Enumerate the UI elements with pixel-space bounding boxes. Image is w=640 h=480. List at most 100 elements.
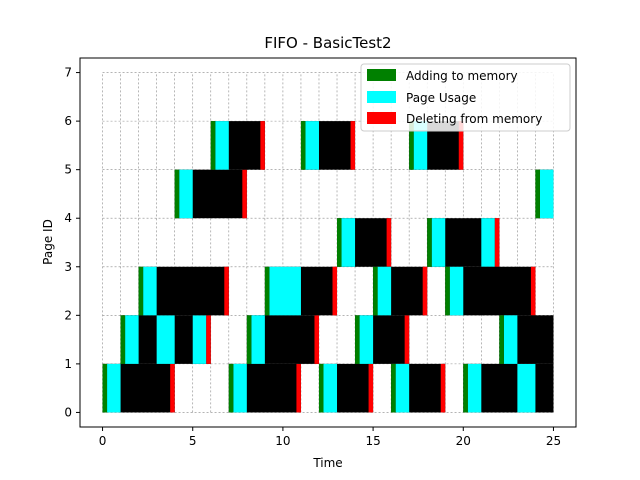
- delete-bar: [224, 266, 229, 316]
- y-tick-label: 6: [64, 114, 72, 128]
- page-lifetime: [355, 315, 410, 364]
- page-lifetime: [427, 218, 500, 267]
- add-bar: [463, 363, 468, 413]
- usage-bar: [395, 363, 410, 413]
- delete-bar: [260, 121, 265, 170]
- x-tick-label: 20: [456, 434, 471, 448]
- delete-bar: [440, 363, 446, 413]
- page-lifetime: [264, 266, 338, 316]
- y-axis-label: Page ID: [41, 219, 55, 265]
- add-bar: [535, 169, 540, 219]
- legend-label-usage: Page Usage: [406, 91, 476, 105]
- delete-bar: [458, 121, 464, 170]
- add-bar: [138, 266, 144, 316]
- page-lifetime: [337, 218, 392, 267]
- page-lifetime: [102, 363, 175, 413]
- add-bar: [102, 363, 108, 413]
- bars: [102, 121, 554, 413]
- usage-bar: [467, 363, 482, 413]
- page-lifetime: [300, 121, 356, 170]
- x-tick-label: 5: [189, 434, 197, 448]
- add-bar: [355, 315, 360, 364]
- usage-bar: [179, 169, 193, 219]
- usage-bar: [413, 121, 428, 170]
- delete-bar: [530, 266, 536, 316]
- usage-bar: [503, 315, 518, 364]
- y-tick-label: 4: [64, 211, 72, 225]
- usage-bar: [341, 218, 356, 267]
- page-lifetime: [535, 169, 554, 219]
- add-bar: [174, 169, 180, 219]
- legend-box: [360, 63, 571, 132]
- y-axis-ticks: 0 1 2 3 4 5 6 7: [64, 66, 80, 419]
- page-lifetime: [318, 363, 374, 413]
- usage-bar: [431, 218, 446, 267]
- page-lifetime: [120, 315, 211, 364]
- add-bar: [409, 121, 414, 170]
- usage-bar: [449, 266, 464, 316]
- y-tick-label: 5: [64, 163, 72, 177]
- add-bar: [445, 266, 450, 316]
- x-axis-ticks: 0 5 10 15 20 25: [99, 427, 561, 448]
- page-lifetime: [373, 266, 428, 316]
- delete-bar: [422, 266, 428, 316]
- usage-bar: [481, 218, 495, 267]
- page-lifetime: [228, 363, 301, 413]
- usage-bar: [305, 121, 319, 170]
- add-bar: [373, 266, 378, 316]
- usage-bar: [156, 315, 175, 364]
- usage-bar: [233, 363, 247, 413]
- x-tick-label: 0: [99, 434, 107, 448]
- usage-bar: [215, 121, 229, 170]
- delete-bar: [332, 266, 338, 316]
- x-tick-label: 15: [365, 434, 380, 448]
- add-bar: [264, 266, 270, 316]
- usage-bar: [517, 363, 536, 413]
- usage-bar: [359, 315, 374, 364]
- usage-bar: [539, 169, 554, 219]
- y-tick-label: 7: [64, 66, 72, 80]
- usage-bar: [269, 266, 301, 316]
- add-bar: [210, 121, 216, 170]
- add-bar: [228, 363, 234, 413]
- usage-bar: [143, 266, 157, 316]
- usage-bar: [377, 266, 392, 316]
- y-tick-label: 2: [64, 308, 72, 322]
- add-bar: [391, 363, 396, 413]
- usage-bar: [125, 315, 139, 364]
- page-lifetime: [391, 363, 446, 413]
- usage-bar: [251, 315, 265, 364]
- delete-bar: [206, 315, 211, 364]
- delete-bar: [350, 121, 356, 170]
- add-bar: [300, 121, 306, 170]
- legend-swatch-deleting: [367, 112, 396, 124]
- plot-frame: [79, 57, 577, 428]
- page-lifetime: [210, 121, 265, 170]
- add-bar: [318, 363, 324, 413]
- delete-bar: [494, 218, 500, 267]
- x-tick-label: 10: [275, 434, 290, 448]
- chart-title: FIFO - BasicTest2: [264, 34, 391, 52]
- page-lifetime: [138, 266, 229, 316]
- add-bar: [427, 218, 432, 267]
- add-bar: [337, 218, 342, 267]
- legend-label-deleting: Deleting from memory: [406, 112, 542, 126]
- page-lifetime: [463, 363, 554, 413]
- usage-bar: [323, 363, 338, 413]
- y-tick-label: 3: [64, 260, 72, 274]
- page-lifetime: [174, 169, 247, 219]
- usage-bar: [107, 363, 121, 413]
- x-axis-label: Time: [312, 456, 342, 470]
- legend-swatch-adding: [367, 69, 396, 81]
- usage-bar: [192, 315, 207, 364]
- delete-bar: [242, 169, 247, 219]
- legend: Adding to memory Page Usage Deleting fro…: [360, 63, 571, 132]
- add-bar: [246, 315, 252, 364]
- delete-bar: [296, 363, 301, 413]
- add-bar: [499, 315, 504, 364]
- delete-bar: [368, 363, 374, 413]
- delete-bar: [404, 315, 410, 364]
- delete-bar: [314, 315, 319, 364]
- page-lifetime: [499, 315, 554, 364]
